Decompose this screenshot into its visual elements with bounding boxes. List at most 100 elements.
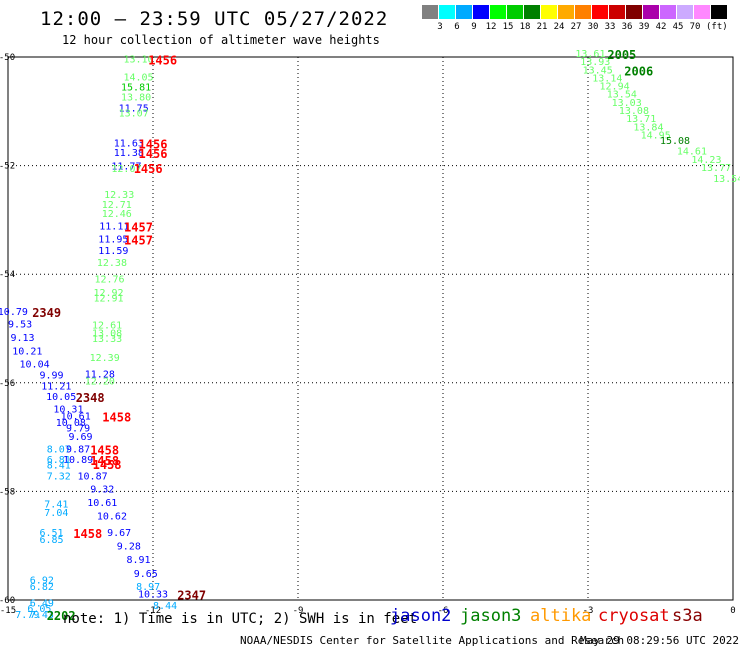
scale-tick-label: 42 (655, 22, 667, 32)
swh-value-label: 10.31 (53, 405, 83, 416)
swh-value-label: 11.95 (98, 235, 128, 246)
swh-value-label: 12.38 (97, 258, 127, 269)
pass-time-label: 2348 (76, 391, 105, 405)
swh-value-label: 10.89 (63, 455, 93, 466)
swh-value-label: 15.81 (121, 83, 151, 94)
swh-value-label: 13.93 (580, 57, 610, 68)
scale-tick-label: 24 (553, 22, 565, 32)
scale-swatch (660, 5, 676, 19)
scale-swatch (524, 5, 540, 19)
page-subtitle: 12 hour collection of altimeter wave hei… (62, 33, 380, 47)
swh-value-label: 9.32 (90, 484, 114, 495)
scale-swatch (490, 5, 506, 19)
scale-swatch (439, 5, 455, 19)
scale-tick-label: 15 (502, 22, 514, 32)
scale-swatch (711, 5, 727, 19)
swh-value-label: 12.76 (94, 274, 124, 285)
swh-value-label: 13.80 (121, 92, 151, 103)
swh-value-label: 7.04 (44, 508, 68, 519)
swh-value-label: 13.61 (575, 49, 605, 60)
scale-swatch (507, 5, 523, 19)
scale-swatch (456, 5, 472, 19)
page-title: 12:00 – 23:59 UTC 05/27/2022 (40, 8, 389, 30)
swh-value-label: 12.46 (102, 209, 132, 220)
scale-swatch (694, 5, 710, 19)
pass-time-label: 1456 (148, 53, 177, 67)
swh-value-label: 12.61 (92, 321, 122, 332)
swh-value-label: 13.54 (607, 90, 637, 101)
swh-value-label: 9.13 (10, 333, 34, 344)
swh-value-label: 13.45 (583, 65, 613, 76)
scale-swatch (592, 5, 608, 19)
scale-swatch (643, 5, 659, 19)
mission-legend-jason3: jason3 (460, 606, 522, 626)
scale-unit-label: (ft) (706, 22, 728, 32)
swh-value-label: 8.97 (136, 582, 160, 593)
swh-value-label: 13.14 (592, 73, 622, 84)
swh-value-label: 12.94 (600, 82, 630, 93)
mission-legend-cryosat: cryosat (598, 606, 670, 626)
scale-swatch (609, 5, 625, 19)
swh-value-label: 12.20 (85, 376, 115, 387)
swh-value-label: 13.08 (619, 106, 649, 117)
swh-value-label: 13.10 (123, 54, 153, 65)
pass-time-label: 1456 (134, 162, 163, 176)
swh-value-label: 11.28 (85, 369, 115, 380)
swh-value-label: 6.51 (39, 528, 63, 539)
swh-value-label: 12.33 (104, 190, 134, 201)
y-tick-label: -56 (0, 379, 15, 389)
x-tick-label: -9 (293, 606, 304, 616)
scale-swatch (558, 5, 574, 19)
swh-value-label: 7.79 (15, 610, 39, 621)
swh-value-label: 12.92 (93, 288, 123, 299)
pass-time-label: 1456 (139, 138, 168, 152)
pass-time-label: 1457 (124, 221, 153, 235)
swh-value-label: 12.07 (111, 164, 141, 175)
scale-tick-label: 30 (587, 22, 599, 32)
swh-value-label: 14.95 (641, 130, 671, 141)
mission-legend-jason2: jason2 (390, 606, 452, 626)
x-tick-label: -15 (0, 606, 16, 616)
scale-tick-label: 3 (437, 22, 443, 32)
pass-time-label: 1458 (90, 454, 119, 468)
swh-value-label: 10.05 (46, 392, 76, 403)
scale-tick-label: 39 (638, 22, 650, 32)
x-tick-label: -12 (145, 606, 161, 616)
swh-value-label: 12.39 (90, 353, 120, 364)
swh-value-label: 11.77 (111, 161, 141, 172)
swh-value-label: 10.79 (0, 307, 28, 318)
swh-value-label: 10.08 (56, 418, 86, 429)
mission-legend-s3a: s3a (672, 606, 703, 626)
scale-swatch (541, 5, 557, 19)
x-tick-label: 0 (730, 606, 735, 616)
swh-value-label: 10.04 (20, 360, 50, 371)
scale-swatch (626, 5, 642, 19)
scale-swatch (677, 5, 693, 19)
swh-value-label: 11.63 (114, 139, 144, 150)
pass-time-label: 1458 (93, 458, 122, 472)
scale-swatch (422, 5, 438, 19)
swh-value-label: 11.11 (99, 222, 129, 233)
x-tick-label: -3 (583, 606, 594, 616)
swh-value-label: 9.87 (66, 444, 90, 455)
swh-value-label: 9.79 (66, 424, 90, 435)
pass-time-label: 2005 (607, 48, 636, 62)
swh-value-label: 8.07 (47, 444, 71, 455)
credit-text: NOAA/NESDIS Center for Satellite Applica… (240, 634, 625, 647)
scale-tick-label: 21 (536, 22, 548, 32)
scale-tick-label: 36 (621, 22, 633, 32)
scale-tick-label: 33 (604, 22, 616, 32)
swh-value-label: 8.41 (47, 461, 71, 472)
pass-time-label: 2349 (32, 306, 61, 320)
footer-note: note: 1) Time is in UTC; 2) SWH is in fe… (63, 611, 418, 627)
swh-value-label: 7.32 (47, 471, 71, 482)
swh-value-label: 8.91 (126, 555, 150, 566)
swh-value-label: 9.67 (107, 528, 131, 539)
swh-value-label: 6.85 (39, 535, 63, 546)
swh-value-label: 10.62 (97, 512, 127, 523)
swh-value-label: 13.08 (92, 329, 122, 340)
swh-value-label: 6.05 (27, 604, 51, 615)
swh-value-label: 11.38 (114, 148, 144, 159)
scale-tick-label: 27 (570, 22, 582, 32)
swh-value-label: 10.33 (138, 589, 168, 600)
